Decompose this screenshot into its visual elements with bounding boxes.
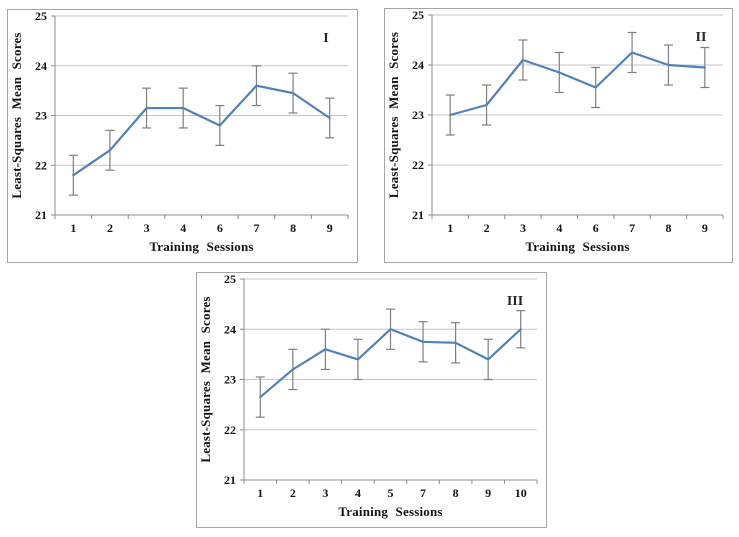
x-tick-label: 6 (217, 221, 223, 235)
x-tick-label: 3 (144, 221, 150, 235)
y-axis-title: Least-Squares Mean Scores (386, 32, 401, 198)
x-tick-label: 4 (556, 221, 562, 235)
y-tick-label: 21 (224, 473, 236, 487)
y-tick-label: 25 (35, 10, 47, 23)
axes (240, 278, 538, 484)
x-tick-label: 4 (355, 486, 361, 500)
data-line (449, 51, 706, 117)
gridlines (55, 15, 348, 166)
y-axis-title: Least-Squares Mean Scores (9, 32, 24, 198)
x-tick-labels: 1 2 3 4 5 7 8 9 10 (257, 486, 526, 500)
axes (428, 14, 724, 219)
x-tick-label: 1 (257, 486, 263, 500)
x-tick-label: 6 (593, 221, 599, 235)
y-tick-label: 22 (412, 158, 424, 172)
x-tick-label: 1 (447, 221, 453, 235)
y-tick-label: 23 (224, 373, 236, 387)
x-tick-label: 9 (702, 221, 708, 235)
x-axis-title: Training Sessions (525, 239, 629, 254)
x-tick-label: 9 (327, 221, 333, 235)
y-tick-labels: 21 22 23 24 25 (35, 10, 47, 222)
y-tick-label: 25 (412, 9, 424, 22)
y-tick-label: 24 (224, 322, 236, 336)
x-tick-label: 8 (453, 486, 459, 500)
y-tick-label: 23 (35, 109, 47, 123)
x-tick-label: 9 (485, 486, 491, 500)
y-axis-title: Least-Squares Mean Scores (198, 296, 213, 462)
x-tick-label: 8 (665, 221, 671, 235)
error-bars (255, 308, 526, 418)
x-tick-label: 7 (629, 221, 635, 235)
x-axis-title: Training Sessions (149, 239, 253, 254)
error-bars (445, 31, 710, 136)
x-axis-title: Training Sessions (338, 504, 442, 519)
x-tick-label: 4 (180, 221, 186, 235)
x-tick-label: 2 (290, 486, 296, 500)
data-line (72, 84, 331, 177)
x-tick-label: 3 (520, 221, 526, 235)
chart-panel-I: 21 22 23 24 25 1 2 3 4 6 7 8 9 I Training Sessions Leas… (7, 9, 358, 263)
x-tick-label: 7 (253, 221, 259, 235)
y-tick-label: 21 (412, 208, 424, 222)
x-tick-label: 10 (515, 486, 527, 500)
error-bars (68, 65, 335, 196)
x-tick-label: 8 (290, 221, 296, 235)
panel-label: II (696, 30, 707, 45)
x-tick-label: 3 (322, 486, 328, 500)
x-tick-label: 2 (484, 221, 490, 235)
x-tick-labels: 1 2 3 4 6 7 8 9 (70, 221, 332, 235)
y-tick-label: 21 (35, 208, 47, 222)
y-tick-label: 23 (412, 108, 424, 122)
x-tick-label: 7 (420, 486, 426, 500)
x-tick-label: 1 (70, 221, 76, 235)
y-tick-labels: 21 22 23 24 25 (224, 273, 236, 487)
x-tick-label: 5 (388, 486, 394, 500)
y-tick-label: 22 (35, 158, 47, 172)
y-tick-label: 24 (35, 59, 47, 73)
chart-panel-III: 21 22 23 24 25 1 2 3 4 5 7 8 9 10 III Training Sessions… (196, 272, 547, 528)
gridlines (432, 14, 723, 166)
y-tick-labels: 21 22 23 24 25 (412, 9, 424, 222)
panel-label: III (507, 294, 523, 309)
y-tick-label: 24 (412, 58, 424, 72)
x-tick-labels: 1 2 3 4 6 7 8 9 (447, 221, 708, 235)
chart-panel-II: 21 22 23 24 25 1 2 3 4 6 7 8 9 II Training Sessions Lea… (384, 8, 733, 263)
axes (51, 15, 349, 219)
y-tick-label: 22 (224, 423, 236, 437)
x-tick-label: 2 (107, 221, 113, 235)
data-line (259, 328, 522, 399)
panel-label: I (323, 31, 328, 46)
y-tick-label: 25 (224, 273, 236, 286)
